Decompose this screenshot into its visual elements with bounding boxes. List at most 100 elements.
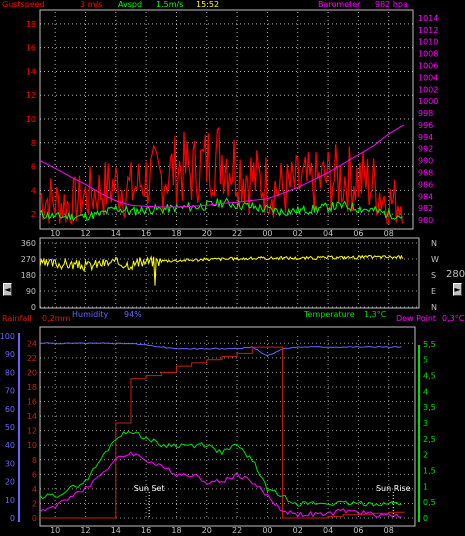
climate-x-tick: 22: [232, 526, 242, 535]
avg-label: Avspd: [118, 0, 143, 9]
temp-tick: 18: [27, 383, 37, 392]
dir-tick: 270: [21, 255, 36, 264]
humidity-tick: 0: [10, 514, 15, 523]
sun-rise-label: Sun Rise: [376, 484, 411, 493]
avg-value: 1.5m/s: [156, 0, 184, 9]
temp-tick: 8: [32, 456, 37, 465]
series-dew-point: [39, 451, 402, 518]
wind-speed-tick: 10: [26, 115, 36, 124]
compass-label: N: [431, 239, 437, 248]
wind-speed-tick: 12: [26, 91, 36, 100]
series-temperature: [39, 430, 402, 507]
dir-tick: 360: [21, 239, 36, 248]
temp-tick: 12: [27, 427, 37, 436]
humidity-label: Humidity: [72, 310, 109, 319]
rain-tick: 1: [423, 482, 428, 491]
temperature-label: Temperature: [304, 310, 355, 319]
temp-tick: 22: [27, 354, 37, 363]
climate-x-tick: 20: [202, 526, 212, 535]
series-wind-direction: [39, 254, 404, 286]
wind-x-tick: 06: [353, 229, 363, 238]
series-lines: [39, 124, 405, 519]
humidity-tick: 100: [0, 332, 15, 341]
wind-x-tick: 22: [232, 229, 242, 238]
climate-x-tick: 04: [323, 526, 333, 535]
rain-tick: 1,5: [423, 467, 436, 476]
rain-tick: 0,5: [423, 498, 436, 507]
series-humidity: [39, 342, 402, 357]
climate-x-tick: 16: [141, 526, 151, 535]
climate-x-tick: 18: [171, 526, 181, 535]
gust-value: 3 m/s: [80, 0, 103, 9]
climate-x-tick: 00: [262, 526, 272, 535]
temp-tick: 14: [27, 412, 37, 421]
wind-x-tick: 04: [323, 229, 333, 238]
compass-label: S: [431, 271, 436, 280]
scroll-right-button[interactable]: ►: [453, 283, 462, 296]
baro-tick: 1014: [418, 14, 438, 23]
rain-label: Rainfall: [2, 314, 32, 323]
annotations: Sun Set Sun Rise: [134, 484, 411, 518]
baro-tick: 1010: [418, 38, 438, 47]
rain-tick: 5,5: [423, 340, 436, 349]
baro-tick: 980: [418, 216, 433, 225]
wind-x-tick: 12: [80, 229, 90, 238]
temp-tick: 0: [32, 514, 37, 523]
baro-tick: 996: [418, 121, 433, 130]
gust-label: Gustspeed: [2, 0, 45, 9]
wind-x-tick: 10: [50, 229, 60, 238]
wind-x-tick: 20: [202, 229, 212, 238]
baro-tick: 1012: [418, 26, 438, 35]
rain-value: 0,2mm: [42, 314, 71, 323]
temp-tick: 24: [27, 339, 37, 348]
climate-x-tick: 06: [353, 526, 363, 535]
wind-direction-value: 280°: [446, 269, 465, 280]
temp-tick: 20: [27, 368, 37, 377]
temp-tick: 6: [32, 470, 37, 479]
wind-speed-tick: 14: [26, 67, 36, 76]
rain-tick: 2,5: [423, 435, 436, 444]
wind-speed-tick: 16: [26, 44, 36, 53]
baro-tick: 990: [418, 157, 433, 166]
wind-x-tick: 02: [293, 229, 303, 238]
wind-speed-tick: 8: [31, 139, 36, 148]
series-gustspeed: [39, 126, 403, 226]
axes: 10 12 14 16 18 20 22 00 02 04 06 082468101214161898…: [0, 14, 439, 535]
dir-tick: 0: [31, 303, 36, 312]
baro-tick: 984: [418, 192, 433, 201]
compass-label: E: [431, 287, 436, 296]
rain-tick: 3,5: [423, 403, 436, 412]
humidity-tick: 20: [5, 478, 15, 487]
sun-set-label: Sun Set: [134, 484, 165, 493]
compass-label: N: [431, 303, 437, 312]
baro-tick: 1008: [418, 50, 438, 59]
rain-tick: 0: [423, 514, 428, 523]
baro-tick: 1000: [418, 97, 438, 106]
humidity-tick: 10: [5, 496, 15, 505]
wind-speed-tick: 18: [26, 20, 36, 29]
baro-tick: 986: [418, 180, 433, 189]
humidity-tick: 70: [5, 387, 15, 396]
wind-speed-tick: 2: [31, 210, 36, 219]
temp-tick: 16: [27, 398, 37, 407]
humidity-tick: 60: [5, 405, 15, 414]
compass-label: W: [431, 255, 439, 264]
wind-x-tick: 16: [141, 229, 151, 238]
climate-x-tick: 14: [111, 526, 121, 535]
temp-tick: 10: [27, 441, 37, 450]
temp-tick: 2: [32, 499, 37, 508]
rain-tick: 5: [423, 356, 428, 365]
wind-x-tick: 14: [111, 229, 121, 238]
baro-tick: 992: [418, 145, 433, 154]
dir-tick: 180: [21, 271, 36, 280]
humidity-tick: 90: [5, 350, 15, 359]
scroll-left-button[interactable]: ◄: [3, 283, 12, 296]
rain-tick: 4: [423, 387, 428, 396]
dir-tick: 90: [26, 287, 36, 296]
baro-tick: 1002: [418, 85, 438, 94]
dew-label: Dew Point: [396, 314, 437, 323]
humidity-tick: 30: [5, 459, 15, 468]
baro-label: Barometer: [318, 0, 361, 9]
temperature-value: 1,3°C: [364, 310, 387, 319]
wind-x-tick: 00: [262, 229, 272, 238]
